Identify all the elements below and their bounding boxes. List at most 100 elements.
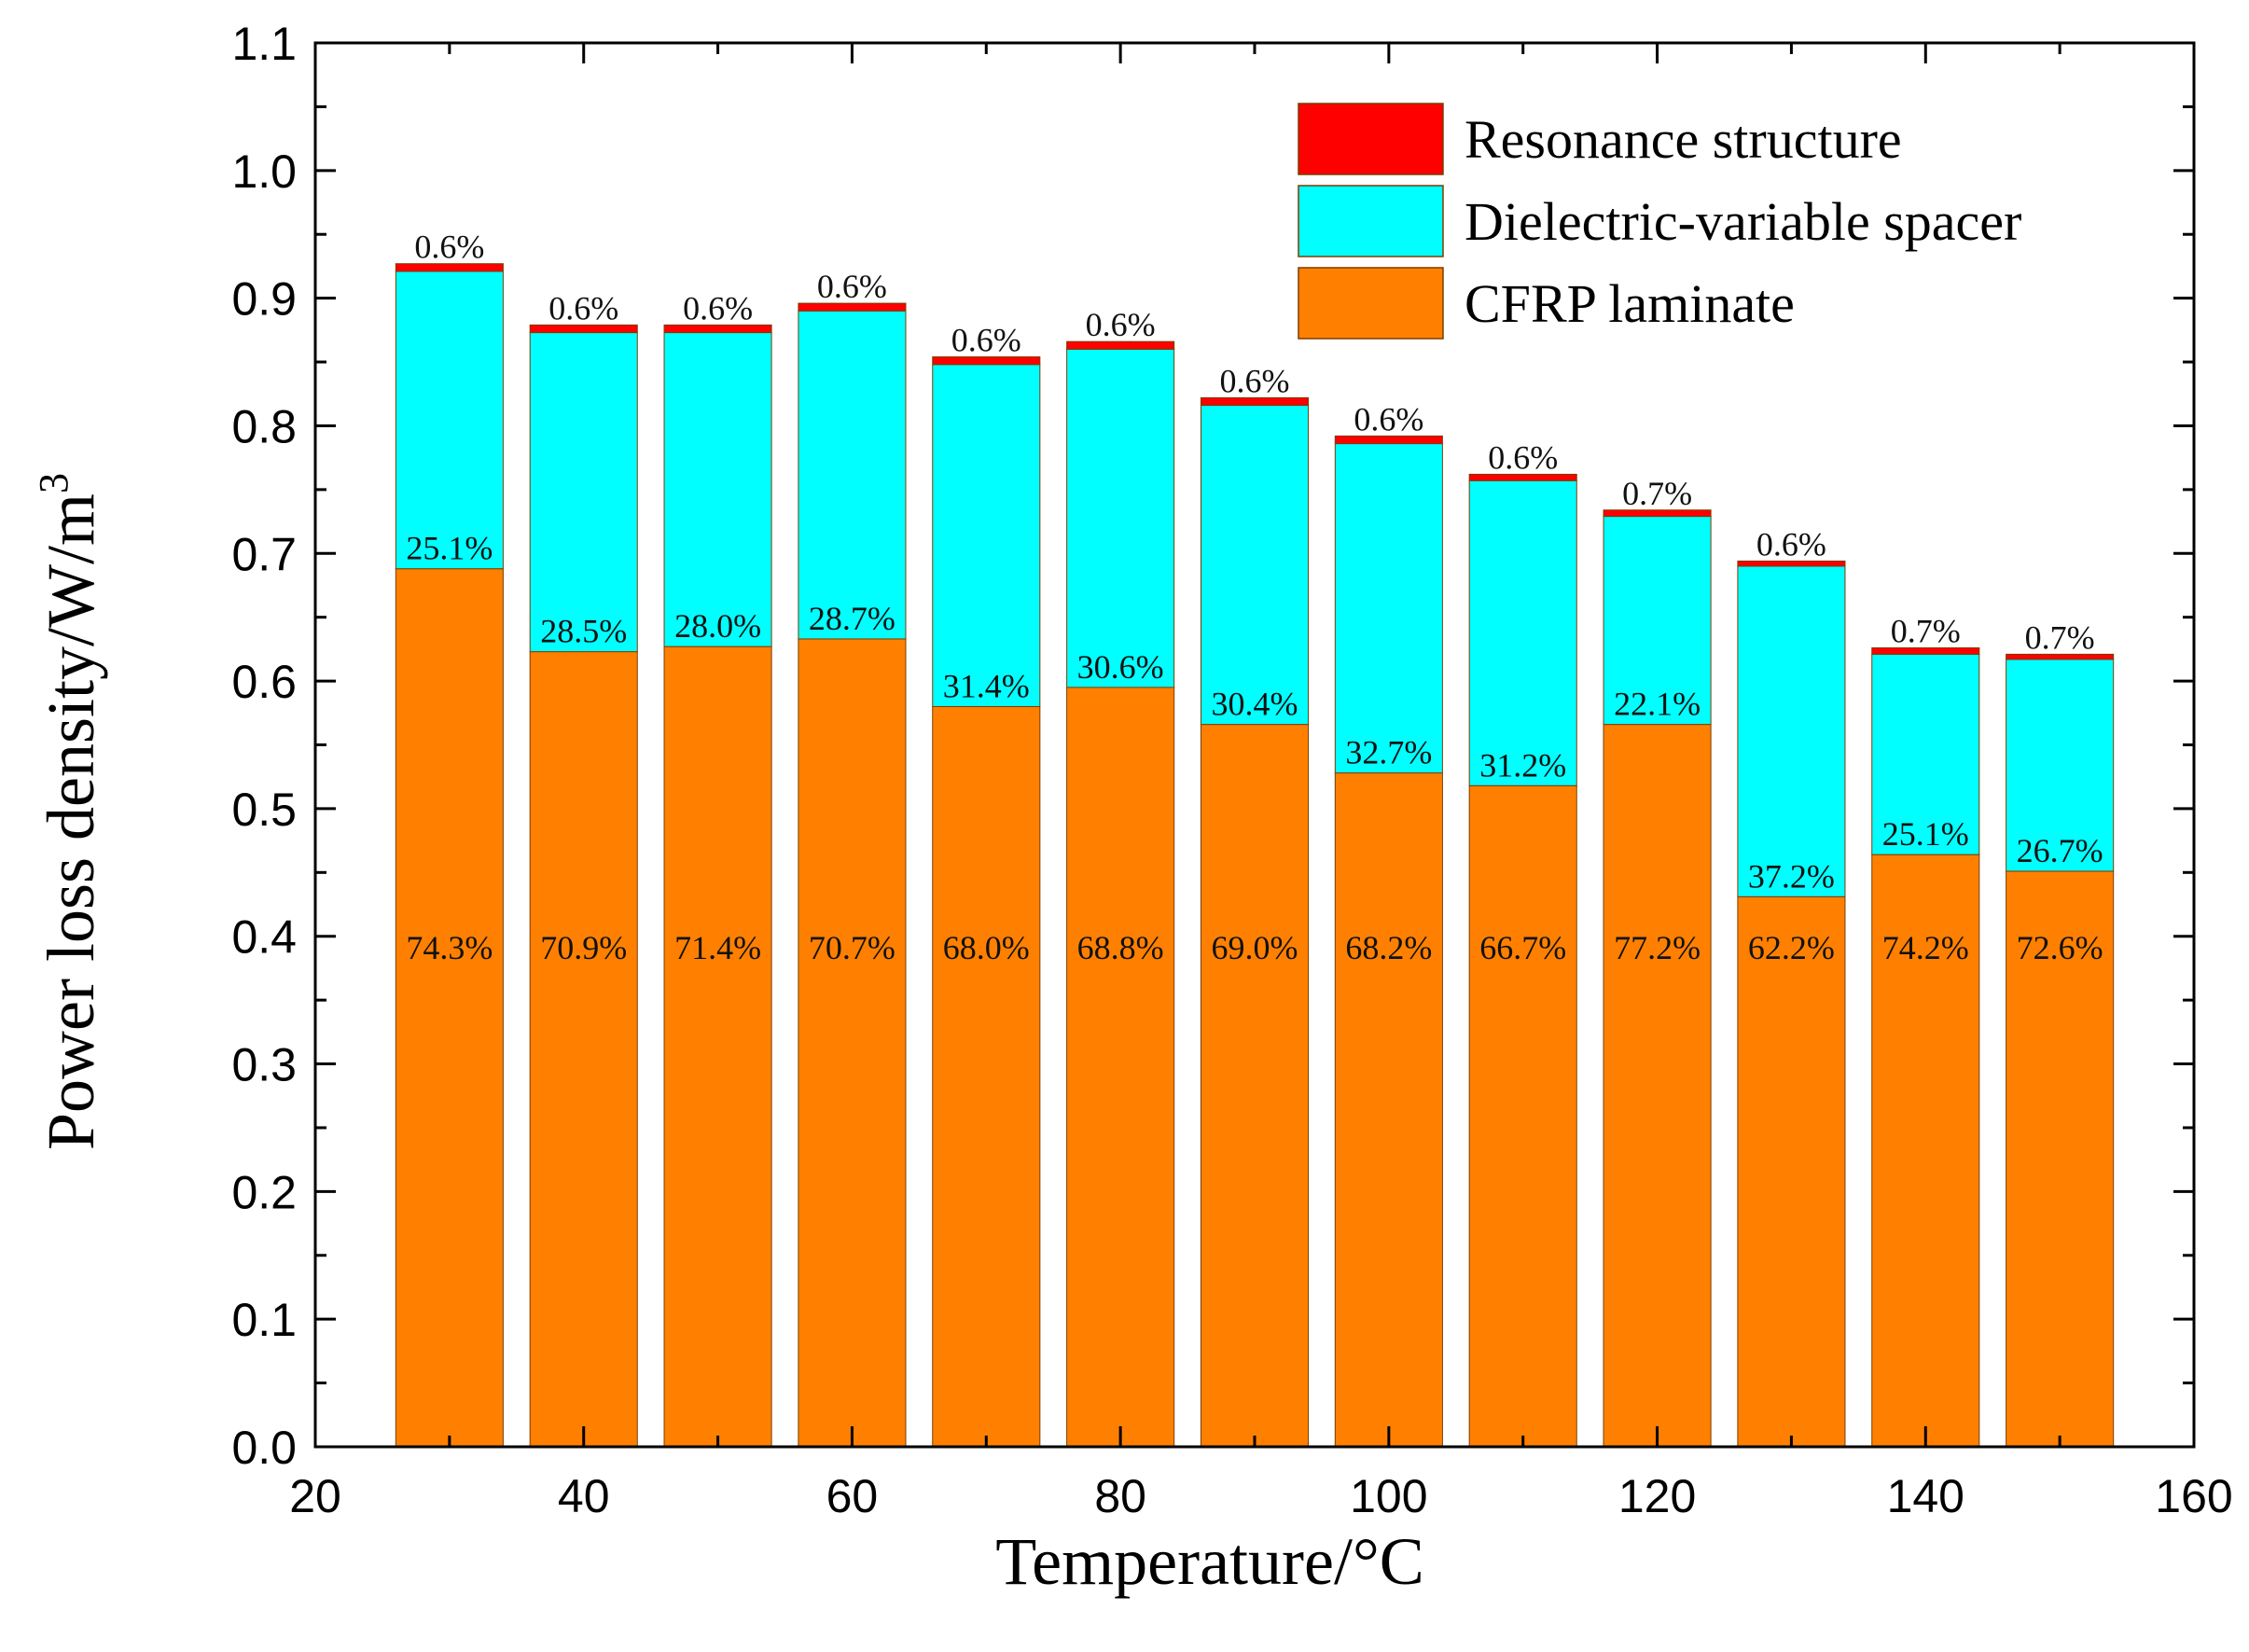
label-cfrp-110: 66.7%: [1479, 929, 1566, 966]
bar-spacer-50: [663, 332, 772, 647]
y-tick-label: 1.0: [231, 146, 297, 198]
legend: Resonance structure Dielectric-variable s…: [1298, 103, 2021, 340]
bar-spacer-30: [395, 271, 504, 570]
label-cfrp-60: 70.7%: [809, 929, 895, 966]
bar-cfrp-60: [798, 638, 907, 1448]
y-tick-label: 0.2: [231, 1166, 297, 1218]
label-spacer-130: 37.2%: [1748, 857, 1835, 895]
label-resonance-30: 0.6%: [414, 229, 484, 266]
bar-cfrp-150: [2006, 870, 2115, 1448]
y-tick-label: 0.0: [231, 1422, 297, 1474]
bar-cfrp-40: [529, 651, 638, 1448]
bar-cfrp-50: [663, 646, 772, 1448]
bar-resonance-120: [1603, 509, 1712, 518]
label-resonance-40: 0.6%: [548, 289, 618, 326]
label-spacer-120: 22.1%: [1614, 686, 1701, 723]
label-resonance-150: 0.7%: [2025, 618, 2095, 656]
label-cfrp-150: 72.6%: [2017, 929, 2103, 966]
legend-label-1: Dielectric-variable spacer: [1465, 191, 2021, 252]
bar-resonance-130: [1737, 560, 1846, 567]
bar-resonance-30: [395, 263, 504, 272]
label-resonance-70: 0.6%: [951, 322, 1021, 359]
bar-cfrp-100: [1334, 772, 1443, 1448]
label-resonance-140: 0.7%: [1891, 613, 1961, 650]
y-tick-label: 0.4: [231, 911, 297, 964]
bar-resonance-150: [2006, 653, 2115, 660]
legend-label-0: Resonance structure: [1465, 109, 1902, 170]
y-axis-title-main: Power loss density/W/m: [34, 493, 108, 1150]
label-spacer-140: 25.1%: [1882, 815, 1969, 853]
legend-swatch-2: [1298, 267, 1444, 340]
label-resonance-110: 0.6%: [1488, 438, 1558, 476]
x-tick-label: 80: [1094, 1470, 1146, 1522]
bar-cfrp-140: [1871, 854, 1980, 1448]
label-cfrp-40: 70.9%: [540, 929, 627, 966]
label-resonance-130: 0.6%: [1756, 525, 1826, 562]
label-resonance-50: 0.6%: [683, 289, 753, 326]
bar-cfrp-70: [932, 705, 1041, 1448]
label-spacer-150: 26.7%: [2017, 832, 2103, 869]
bar-spacer-70: [932, 364, 1041, 707]
label-cfrp-70: 68.0%: [943, 929, 1030, 966]
bar-spacer-120: [1603, 516, 1712, 726]
label-cfrp-130: 62.2%: [1748, 929, 1835, 966]
legend-swatch-1: [1298, 185, 1444, 257]
x-tick-label: 120: [1618, 1470, 1696, 1522]
label-cfrp-80: 68.8%: [1077, 929, 1164, 966]
bar-cfrp-120: [1603, 724, 1712, 1448]
bar-spacer-40: [529, 332, 638, 653]
bar-resonance-140: [1871, 647, 1980, 655]
y-tick-label: 1.1: [231, 18, 297, 70]
label-resonance-100: 0.6%: [1354, 400, 1423, 437]
x-tick-label: 160: [2155, 1470, 2232, 1522]
bars-layer: [395, 263, 2115, 1448]
label-cfrp-90: 69.0%: [1212, 929, 1298, 966]
bar-cfrp-110: [1468, 784, 1577, 1448]
label-cfrp-120: 77.2%: [1614, 929, 1701, 966]
x-tick-label: 20: [289, 1470, 341, 1522]
bar-resonance-50: [663, 324, 772, 334]
y-tick-label: 0.1: [231, 1294, 297, 1346]
y-tick-label: 0.8: [231, 400, 297, 452]
bar-resonance-40: [529, 324, 638, 334]
x-axis-title: Temperature/°C: [995, 1524, 1424, 1599]
label-resonance-90: 0.6%: [1220, 362, 1290, 399]
bar-spacer-60: [798, 310, 907, 640]
label-cfrp-50: 71.4%: [674, 929, 761, 966]
bar-cfrp-90: [1200, 724, 1310, 1448]
label-spacer-100: 32.7%: [1345, 734, 1432, 771]
axes-layer: 0.0 0.1 0.2 0.3 0.4 0.5 0.6 0.7 0.8 0.9 1.0 1.1 20 40…: [231, 18, 2232, 1522]
label-cfrp-140: 74.2%: [1882, 929, 1969, 966]
y-axis-title: Power loss density/W/m3: [31, 473, 108, 1150]
bar-spacer-130: [1737, 565, 1846, 897]
x-tick-label: 140: [1887, 1470, 1964, 1522]
bar-resonance-80: [1066, 340, 1175, 350]
label-spacer-80: 30.6%: [1077, 648, 1164, 686]
label-spacer-30: 25.1%: [406, 530, 493, 567]
bar-spacer-140: [1871, 653, 1980, 855]
label-spacer-110: 31.2%: [1479, 746, 1566, 784]
label-spacer-40: 28.5%: [540, 613, 627, 650]
y-tick-label: 0.3: [231, 1039, 297, 1091]
label-spacer-60: 28.7%: [809, 600, 895, 637]
label-cfrp-30: 74.3%: [406, 929, 493, 966]
bar-spacer-150: [2006, 659, 2115, 872]
x-tick-label: 100: [1350, 1470, 1427, 1522]
bar-spacer-100: [1334, 443, 1443, 774]
bar-cfrp-130: [1737, 895, 1846, 1448]
label-cfrp-100: 68.2%: [1345, 929, 1432, 966]
bar-resonance-70: [932, 356, 1041, 366]
y-tick-label: 0.6: [231, 656, 297, 708]
x-tick-label: 40: [558, 1470, 610, 1522]
bar-resonance-110: [1468, 473, 1577, 481]
y-axis-title-superscript: 3: [31, 473, 76, 493]
x-tick-label: 60: [826, 1470, 879, 1522]
bar-cfrp-30: [395, 568, 504, 1448]
bar-spacer-110: [1468, 479, 1577, 786]
bar-labels-layer: 74.3% 25.1% 0.6% 70.9% 28.5% 0.6% 71.4% 28.0% 0.…: [406, 229, 2103, 966]
y-tick-label: 0.5: [231, 784, 297, 836]
y-tick-label: 0.9: [231, 273, 297, 326]
bar-spacer-80: [1066, 348, 1175, 688]
bar-resonance-90: [1200, 396, 1310, 407]
